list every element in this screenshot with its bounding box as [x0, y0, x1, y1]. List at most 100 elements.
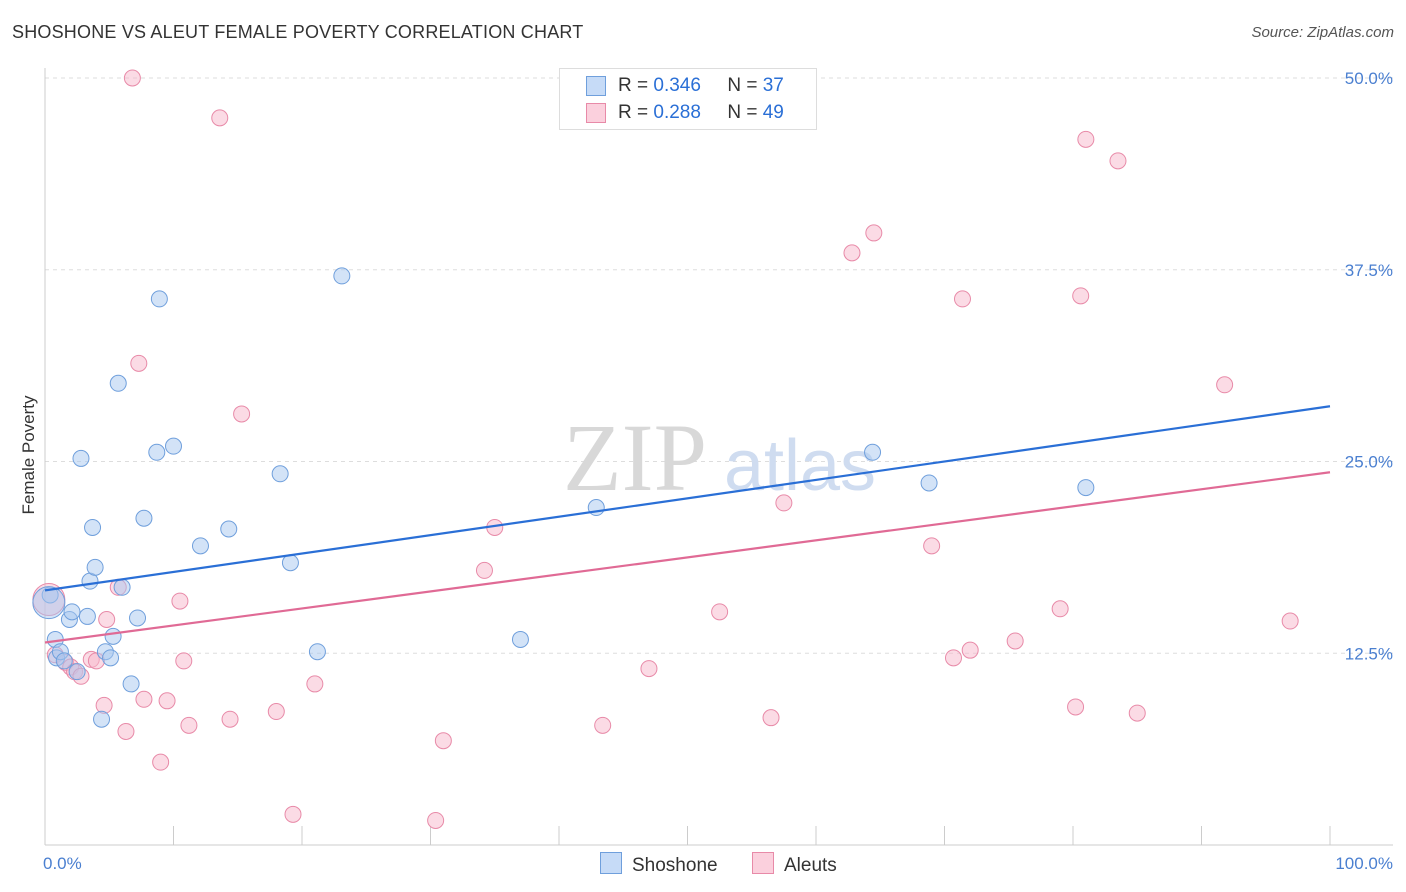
watermark-zip: ZIP [563, 404, 707, 511]
tick-labels: 12.5% 25.0% 37.5% 50.0% 0.0% 100.0% [43, 69, 1393, 873]
aleuts-point-31 [640, 660, 658, 678]
shoshone-point-29 [308, 643, 326, 661]
aleuts-point-33 [762, 709, 780, 727]
aleuts-point-38 [944, 649, 962, 667]
legend-n-value-shoshone: 37 [762, 75, 784, 96]
legend-n-label: N = [727, 75, 758, 96]
aleuts-point-32 [711, 603, 729, 621]
shoshone-point-33 [864, 443, 882, 461]
legend: R = 0.346 N = 37 R = 0.288 N = 49 [559, 68, 817, 130]
y-tick-label-3: 50.0% [1345, 69, 1393, 88]
bottom-legend-shoshone: Shoshone [600, 852, 718, 877]
shoshone-point-31 [511, 630, 529, 648]
aleuts-point-27 [434, 732, 452, 750]
chart-title: SHOSHONE VS ALEUT FEMALE POVERTY CORRELA… [12, 22, 584, 42]
shoshone-point-22 [148, 443, 166, 461]
x-tick-label-1: 100.0% [1335, 854, 1393, 873]
aleuts-point-41 [1006, 632, 1024, 650]
bottom-legend-swatch-shoshone [600, 852, 622, 874]
shoshone-point-9 [78, 607, 96, 625]
chart-source: Source: ZipAtlas.com [1251, 24, 1394, 41]
aleuts-point-24 [284, 805, 302, 823]
shoshone-point-26 [220, 520, 238, 538]
bottom-legend-aleuts: Aleuts [752, 852, 837, 877]
aleuts-point-48 [1216, 376, 1234, 394]
aleuts-point-40 [961, 641, 979, 659]
shoshone-point-19 [122, 675, 140, 693]
aleuts-point-43 [1067, 698, 1085, 716]
aleuts-trend-line [44, 471, 1331, 644]
shoshone-point-18 [113, 578, 131, 596]
shoshone-point-36 [32, 586, 66, 620]
bottom-legend-label-shoshone: Shoshone [632, 855, 718, 876]
shoshone-point-21 [135, 509, 153, 527]
shoshone-point-6 [63, 603, 81, 621]
aleuts-point-13 [130, 354, 148, 372]
legend-n-value-aleuts: 49 [762, 102, 784, 123]
legend-swatch-aleuts [586, 103, 606, 123]
aleuts-point-17 [171, 592, 189, 610]
aleuts-point-28 [475, 561, 493, 579]
shoshone-trend-line [44, 405, 1331, 592]
aleuts-point-46 [1109, 152, 1127, 170]
shoshone-point-11 [84, 518, 102, 536]
aleuts-point-49 [1281, 612, 1299, 630]
shoshone-point-15 [102, 649, 120, 667]
legend-n-label: N = [727, 102, 758, 123]
shoshone-point-4 [55, 652, 73, 670]
shoshone-point-25 [191, 537, 209, 555]
shoshone-point-13 [93, 710, 111, 728]
shoshone-point-34 [920, 474, 938, 492]
aleuts-point-18 [175, 652, 193, 670]
aleuts-point-19 [180, 716, 198, 734]
aleuts-point-12 [123, 69, 141, 87]
axes [44, 68, 1393, 846]
trend-lines [44, 405, 1331, 644]
aleuts-point-23 [267, 703, 285, 721]
legend-r-label: R = [618, 75, 649, 96]
bottom-legend-swatch-aleuts [752, 852, 774, 874]
watermark-atlas: atlas [724, 426, 876, 506]
legend-r-value-aleuts: 0.288 [653, 102, 701, 123]
shoshone-point-8 [72, 449, 90, 467]
legend-r-label: R = [618, 102, 649, 123]
aleuts-point-11 [117, 722, 135, 740]
shoshone-point-30 [333, 267, 351, 285]
aleuts-point-9 [98, 611, 116, 629]
shoshone-point-35 [1077, 479, 1095, 497]
y-tick-label-2: 37.5% [1345, 261, 1393, 280]
aleuts-point-44 [1072, 287, 1090, 305]
y-tick-label-1: 25.0% [1345, 453, 1393, 472]
aleuts-point-45 [1077, 130, 1095, 148]
x-tick-label-0: 0.0% [43, 854, 82, 873]
aleuts-point-34 [775, 494, 793, 512]
shoshone-point-12 [86, 558, 104, 576]
legend-swatch-shoshone [586, 76, 606, 96]
shoshone-point-28 [281, 554, 299, 572]
aleuts-point-16 [158, 692, 176, 710]
aleuts-point-20 [211, 109, 229, 127]
aleuts-point-42 [1051, 600, 1069, 618]
aleuts-point-8 [95, 696, 113, 714]
grid-lines [45, 77, 1393, 654]
y-tick-label-0: 12.5% [1345, 644, 1393, 663]
shoshone-point-17 [109, 374, 127, 392]
aleuts-point-39 [953, 290, 971, 308]
aleuts-point-26 [427, 811, 445, 829]
shoshone-point-20 [129, 609, 147, 627]
aleuts-point-36 [865, 224, 883, 242]
aleuts-point-25 [306, 675, 324, 693]
aleuts-point-14 [135, 690, 153, 708]
shoshone-point-27 [271, 465, 289, 483]
aleuts-point-21 [221, 710, 239, 728]
aleuts-point-37 [923, 537, 941, 555]
shoshone-point-7 [68, 663, 86, 681]
aleuts-point-15 [152, 753, 170, 771]
shoshone-point-23 [150, 290, 168, 308]
bottom-legend-label-aleuts: Aleuts [784, 855, 837, 876]
aleuts-points [32, 69, 1299, 829]
aleuts-point-22 [233, 405, 251, 423]
y-axis-title: Female Poverty [19, 395, 38, 515]
legend-r-value-shoshone: 0.346 [653, 75, 701, 96]
